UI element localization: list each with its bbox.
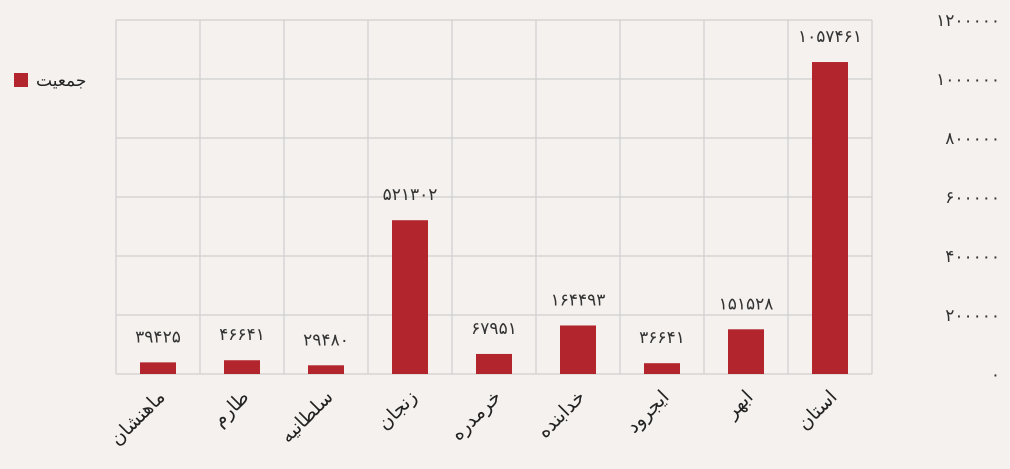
legend-swatch (14, 73, 28, 87)
data-label: ۶۷۹۵۱ (471, 319, 517, 339)
category-label: خرمدره (446, 386, 505, 445)
y-axis-ticks: ۰ ۲۰۰۰۰۰ ۴۰۰۰۰۰ ۶۰۰۰۰۰ ۸۰۰۰۰۰ ۱۰۰۰۰۰۰ ۱۲۰۰۰۰۰ (936, 11, 1000, 385)
category-labels: استان ابهر ایجرود خدابنده خرمدره زنجان سلطانیه… (106, 386, 842, 450)
y-tick-label: ۲۰۰۰۰۰ (945, 306, 1000, 326)
y-tick-label: ۴۰۰۰۰۰ (945, 247, 1000, 267)
category-label: طارم (208, 386, 253, 431)
category-label: خدابنده (533, 386, 590, 443)
bar (140, 362, 176, 374)
grid-lines (115, 19, 873, 375)
y-tick-label: ۱۰۰۰۰۰۰ (936, 70, 1000, 90)
bar (224, 360, 260, 374)
bar (812, 62, 848, 374)
y-tick-label: ۸۰۰۰۰۰ (945, 129, 1000, 149)
category-label: زنجان (373, 386, 421, 434)
y-tick-label: ۶۰۰۰۰۰ (945, 188, 1000, 208)
data-label: ۲۹۴۸۰ (303, 330, 349, 350)
category-label: سلطانیه (276, 386, 337, 447)
legend: جمعیت (14, 71, 86, 91)
bar (476, 353, 512, 374)
data-labels: ۱۰۵۷۴۶۱ ۱۵۱۵۲۸ ۳۶۶۴۱ ۱۶۴۴۹۳ ۶۷۹۵۱ ۵۲۱۳۰۲ ۲۹۴۸۰… (135, 27, 862, 350)
bar (644, 363, 680, 374)
y-tick-label: ۱۲۰۰۰۰۰ (936, 11, 1000, 31)
bars (140, 62, 848, 374)
bar (308, 365, 344, 374)
category-label: ایجرود (622, 386, 674, 438)
category-label: ابهر (720, 386, 757, 423)
data-label: ۱۵۱۵۲۸ (719, 294, 774, 314)
data-label: ۱۶۴۴۹۳ (551, 290, 606, 310)
bar (560, 325, 596, 374)
data-label: ۳۶۶۴۱ (639, 328, 685, 348)
data-label: ۱۰۵۷۴۶۱ (798, 27, 862, 47)
data-label: ۵۲۱۳۰۲ (383, 185, 438, 205)
data-label: ۳۹۴۲۵ (135, 327, 181, 347)
y-tick-label: ۰ (991, 365, 1000, 385)
category-label: ماهنشان (106, 386, 170, 450)
bar (728, 329, 764, 374)
data-label: ۴۶۶۴۱ (219, 325, 265, 345)
category-label: استان (793, 386, 842, 435)
legend-label: جمعیت (36, 71, 86, 91)
bar (392, 220, 428, 374)
